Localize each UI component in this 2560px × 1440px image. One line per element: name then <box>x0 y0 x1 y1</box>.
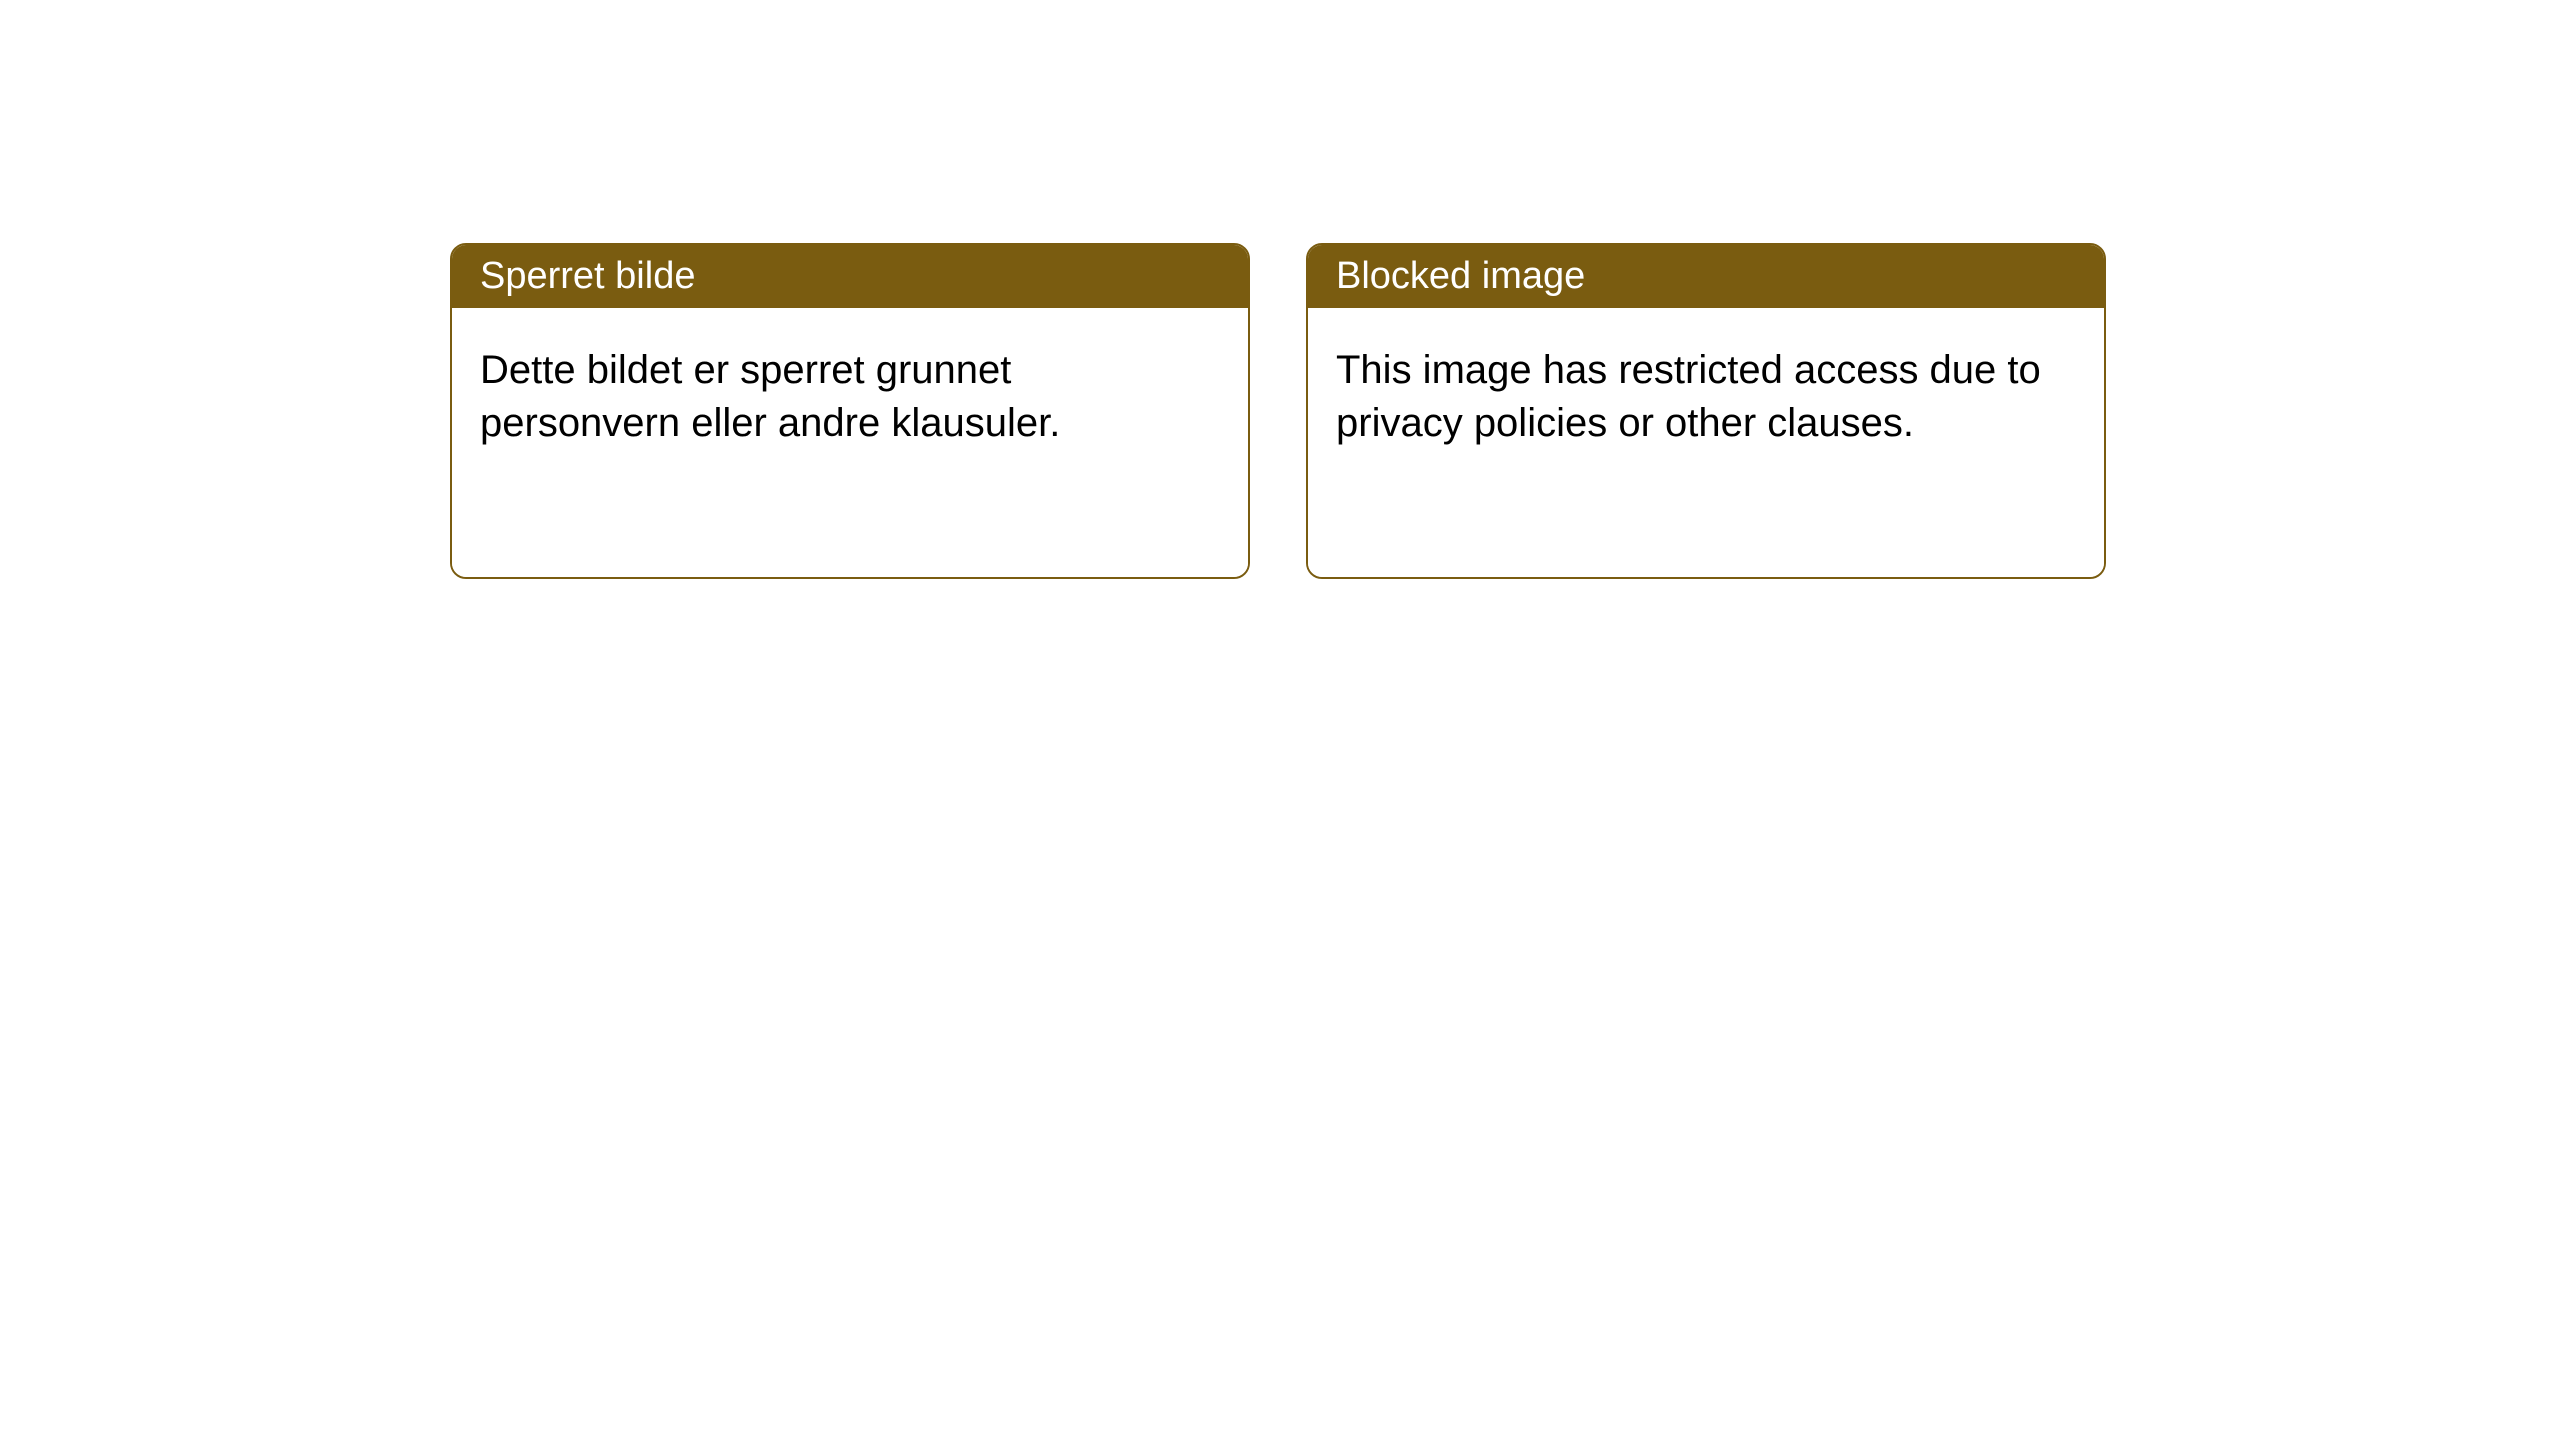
notice-card-norwegian: Sperret bilde Dette bildet er sperret gr… <box>450 243 1250 579</box>
card-body-text: This image has restricted access due to … <box>1336 348 2041 445</box>
card-header: Sperret bilde <box>452 245 1248 308</box>
card-body-text: Dette bildet er sperret grunnet personve… <box>480 348 1060 445</box>
card-body: This image has restricted access due to … <box>1308 308 2104 577</box>
card-header: Blocked image <box>1308 245 2104 308</box>
card-title: Blocked image <box>1336 255 1585 297</box>
card-body: Dette bildet er sperret grunnet personve… <box>452 308 1248 577</box>
notice-card-english: Blocked image This image has restricted … <box>1306 243 2106 579</box>
card-title: Sperret bilde <box>480 255 695 297</box>
notice-cards-container: Sperret bilde Dette bildet er sperret gr… <box>450 243 2106 579</box>
